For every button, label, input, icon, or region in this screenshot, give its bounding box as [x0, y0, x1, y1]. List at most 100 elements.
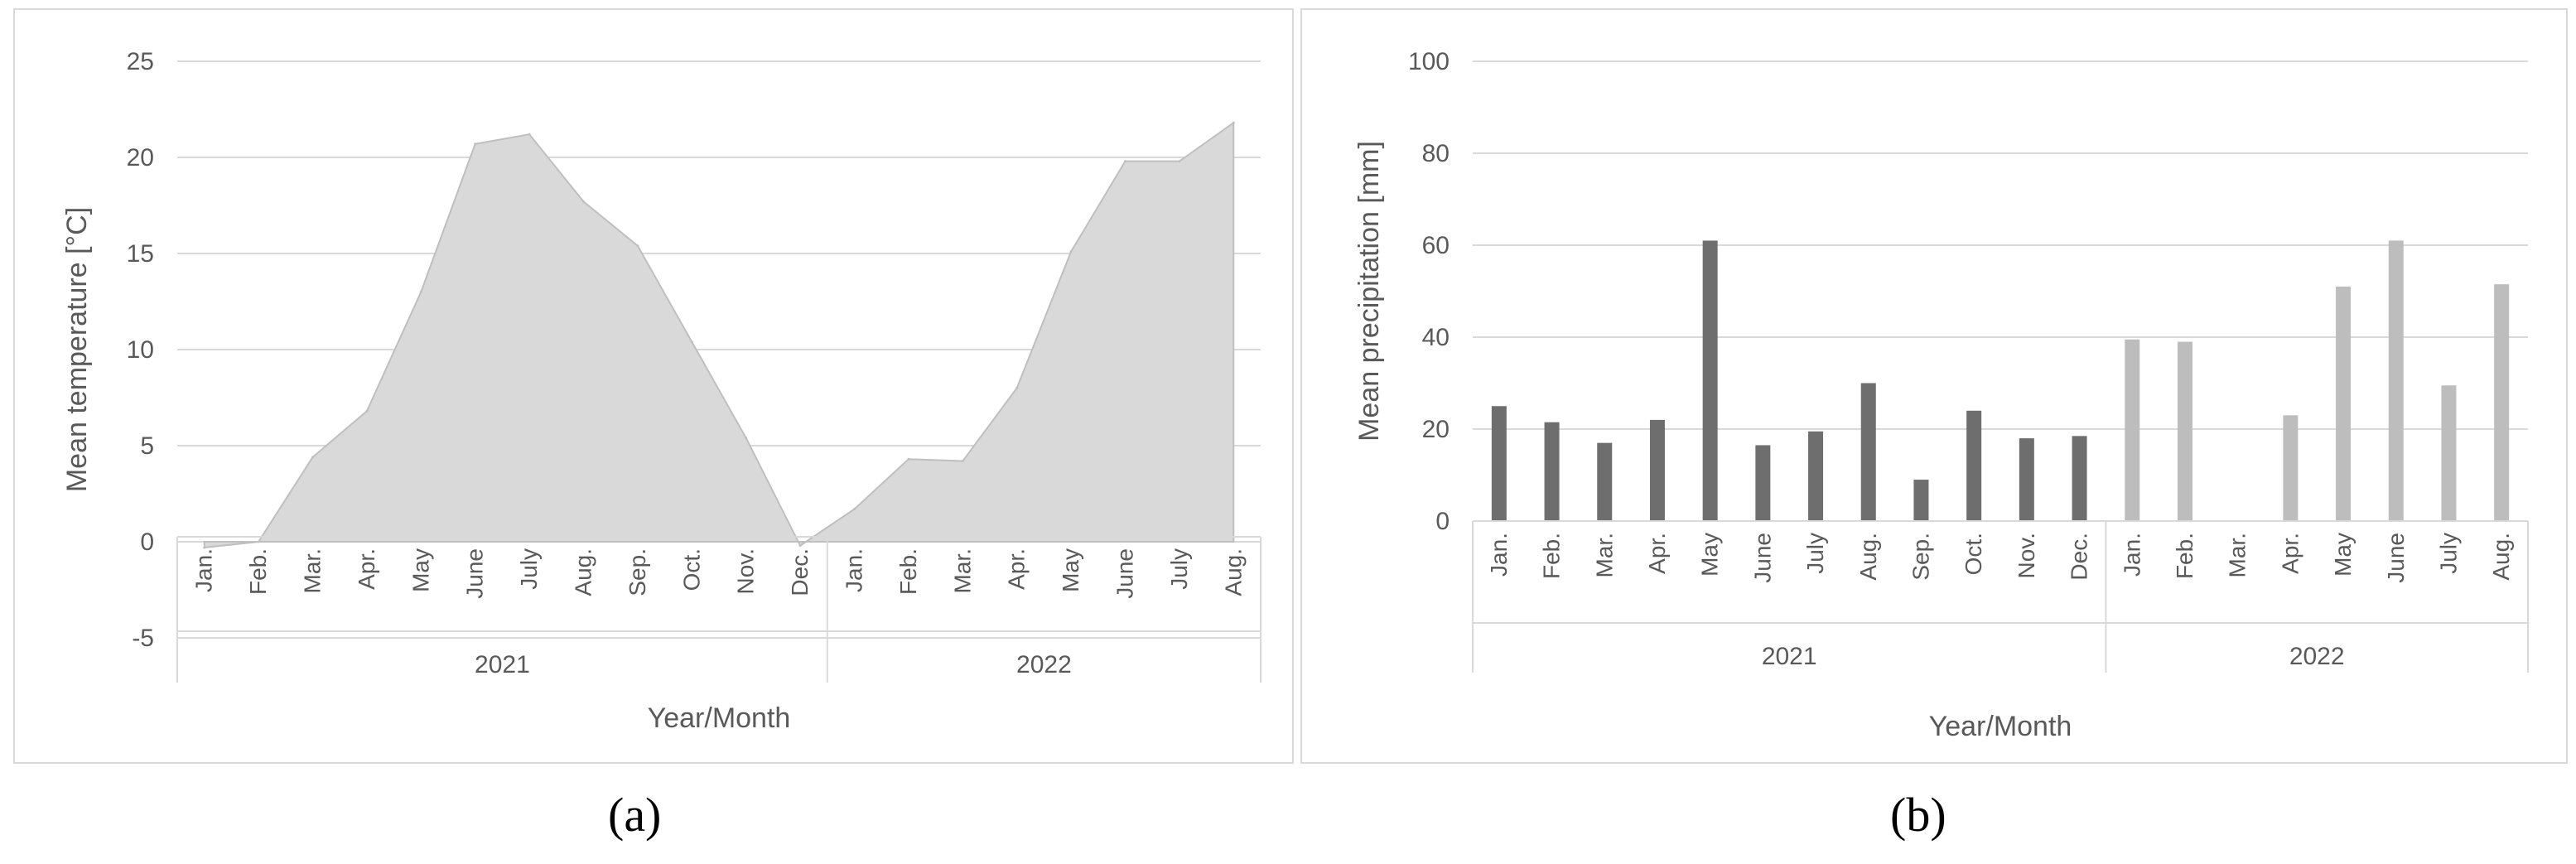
data-point [1069, 250, 1073, 253]
y-tick-label: 10 [127, 336, 154, 364]
x-tick-label: Feb. [895, 548, 921, 595]
x-tick-label: July [2435, 533, 2461, 574]
data-point [745, 437, 748, 440]
data-point [365, 409, 369, 413]
x-tick-label: Mar. [1591, 533, 1617, 577]
bar [1649, 419, 1665, 521]
x-tick-label: Aug. [1855, 533, 1881, 581]
x-tick-label: Apr. [2277, 533, 2303, 574]
data-point [961, 460, 964, 463]
data-point [203, 546, 206, 549]
data-point [311, 456, 314, 459]
precipitation-chart-panel: Mean precipitation [mm] 0 20 40 60 80 100 2021 2… [1300, 8, 2568, 764]
bar [1491, 406, 1507, 521]
bar [2336, 286, 2352, 521]
y-tick-label: 25 [127, 48, 154, 75]
x-tick-label: May [1697, 533, 1723, 577]
y-tick-label: -5 [132, 625, 154, 652]
temperature-area [203, 121, 1235, 549]
temperature-chart-panel: Mean temperature [°C] -5 0 5 10 15 20 25 2021 202… [13, 8, 1294, 764]
y-tick-label: 100 [1408, 48, 1450, 75]
data-point [582, 200, 585, 203]
x-tick-label: June [1749, 533, 1775, 583]
x-tick-label: Mar. [949, 548, 975, 593]
x-tick-label: Aug. [1220, 548, 1246, 596]
y-tick-label: 15 [127, 240, 154, 268]
data-point [1124, 160, 1126, 163]
bar [1860, 383, 1876, 521]
x-tick-label: Mar. [2225, 533, 2250, 577]
precipitation-chart: Mean precipitation [mm] 0 20 40 60 80 100 2021 2… [1353, 48, 2529, 742]
group-label: 2022 [2289, 643, 2345, 670]
x-tick-label: Dec. [787, 548, 813, 596]
data-point [636, 244, 639, 248]
x-tick-label: Aug. [571, 548, 596, 596]
bar [2283, 415, 2299, 521]
bar [1755, 445, 1771, 521]
bar [2072, 436, 2087, 521]
data-point [798, 544, 802, 548]
bar [2494, 284, 2510, 521]
y-axis-label: Mean precipitation [mm] [1353, 141, 1385, 442]
group-label: 2021 [1762, 643, 1817, 670]
bar [2441, 385, 2457, 521]
x-tick-label: Apr. [1644, 533, 1670, 574]
y-tick-label: 0 [1435, 508, 1450, 535]
x-tick-label: Feb. [245, 548, 271, 595]
x-tick-label: Jan. [1486, 533, 1512, 577]
group-label: 2022 [1016, 651, 1072, 678]
x-tick-label: June [2383, 533, 2409, 583]
bar [1597, 442, 1613, 521]
x-tick-label: Nov. [733, 548, 759, 595]
x-tick-label: May [2330, 533, 2356, 577]
y-tick-label: 0 [140, 529, 154, 556]
panel-label-b: (b) [1890, 788, 1946, 842]
y-tick-label: 80 [1422, 140, 1450, 167]
x-tick-label: Apr. [354, 548, 379, 590]
x-tick-label: May [1058, 548, 1083, 592]
x-tick-label: Oct. [678, 548, 704, 591]
y-axis-label: Mean temperature [°C] [61, 207, 93, 492]
temperature-chart: Mean temperature [°C] -5 0 5 10 15 20 25 2021 202… [61, 48, 1261, 734]
bar [1913, 480, 1929, 521]
x-tick-label: July [1166, 548, 1192, 590]
bar [2019, 438, 2034, 521]
x-tick-label: July [516, 548, 542, 590]
bar [2388, 240, 2404, 521]
x-tick-label: Nov. [2014, 533, 2039, 579]
x-tick-label: Apr. [1004, 548, 1030, 590]
x-tick-label: June [462, 548, 488, 599]
bar [1966, 410, 1982, 521]
x-tick-label: Oct. [1961, 533, 1986, 575]
y-tick-label: 40 [1422, 324, 1450, 351]
y-tick-label: 20 [127, 144, 154, 171]
x-tick-label: Jan. [191, 548, 217, 592]
bar [1808, 431, 1824, 521]
data-point [474, 142, 477, 146]
x-axis-label: Year/Month [648, 702, 791, 734]
x-tick-label: June [1112, 548, 1138, 599]
y-tick-label: 20 [1422, 416, 1450, 443]
data-point [1232, 121, 1235, 124]
x-tick-label: July [1802, 533, 1828, 574]
data-point [907, 457, 910, 461]
y-tick-label: 60 [1422, 232, 1450, 259]
x-tick-label: Aug. [2488, 533, 2514, 581]
bar [2125, 339, 2140, 521]
panel-label-a: (a) [608, 788, 662, 842]
x-tick-label: Mar. [300, 548, 326, 593]
bar [2177, 341, 2192, 521]
group-label: 2021 [475, 651, 530, 678]
x-tick-label: Sep. [1908, 533, 1933, 581]
data-point [1178, 160, 1181, 163]
data-point [257, 540, 260, 543]
x-tick-label: Feb. [1539, 533, 1565, 579]
data-point [419, 290, 422, 293]
x-tick-label: Dec. [2067, 533, 2092, 581]
bar [1702, 240, 1718, 521]
x-axis-label: Year/Month [1929, 711, 2072, 742]
data-point [690, 340, 693, 344]
data-point [528, 133, 531, 136]
x-tick-label: May [408, 548, 433, 592]
data-point [853, 508, 856, 511]
